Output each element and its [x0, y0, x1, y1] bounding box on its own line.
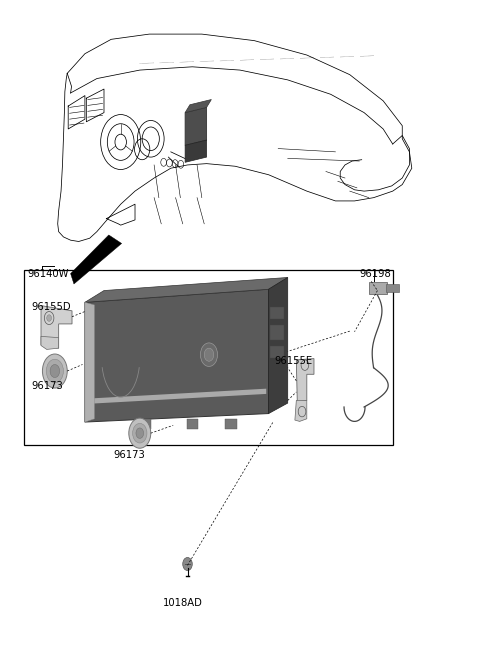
Circle shape [132, 423, 147, 443]
Text: 1018AD: 1018AD [163, 598, 203, 608]
Polygon shape [296, 359, 314, 402]
Polygon shape [269, 277, 288, 413]
Text: 96173: 96173 [114, 450, 145, 460]
Bar [270, 325, 284, 340]
Bar [270, 307, 284, 319]
Polygon shape [41, 336, 59, 350]
Bar [225, 419, 237, 428]
Polygon shape [90, 389, 266, 404]
Text: 96198: 96198 [360, 269, 391, 279]
Circle shape [129, 418, 151, 448]
Circle shape [50, 365, 60, 378]
Text: 96155D: 96155D [32, 302, 71, 312]
Polygon shape [85, 302, 95, 422]
Circle shape [183, 558, 192, 570]
Circle shape [42, 354, 67, 388]
Polygon shape [295, 401, 307, 421]
Circle shape [46, 359, 63, 383]
Bar [270, 346, 284, 358]
Text: 96140W: 96140W [28, 269, 69, 279]
Bar [24, 269, 393, 445]
Polygon shape [72, 240, 117, 281]
Polygon shape [185, 99, 211, 112]
FancyBboxPatch shape [386, 284, 399, 292]
Bar [187, 419, 199, 428]
Text: 96155E: 96155E [275, 356, 312, 366]
Polygon shape [85, 289, 269, 422]
Circle shape [136, 428, 144, 438]
Text: 96173: 96173 [32, 380, 63, 391]
Circle shape [200, 343, 217, 367]
Polygon shape [85, 277, 288, 302]
Polygon shape [185, 140, 206, 162]
Polygon shape [185, 107, 206, 145]
Circle shape [204, 348, 214, 361]
FancyBboxPatch shape [369, 282, 387, 294]
Polygon shape [41, 306, 72, 348]
Polygon shape [71, 235, 121, 284]
Bar [139, 419, 151, 428]
Circle shape [47, 315, 51, 321]
